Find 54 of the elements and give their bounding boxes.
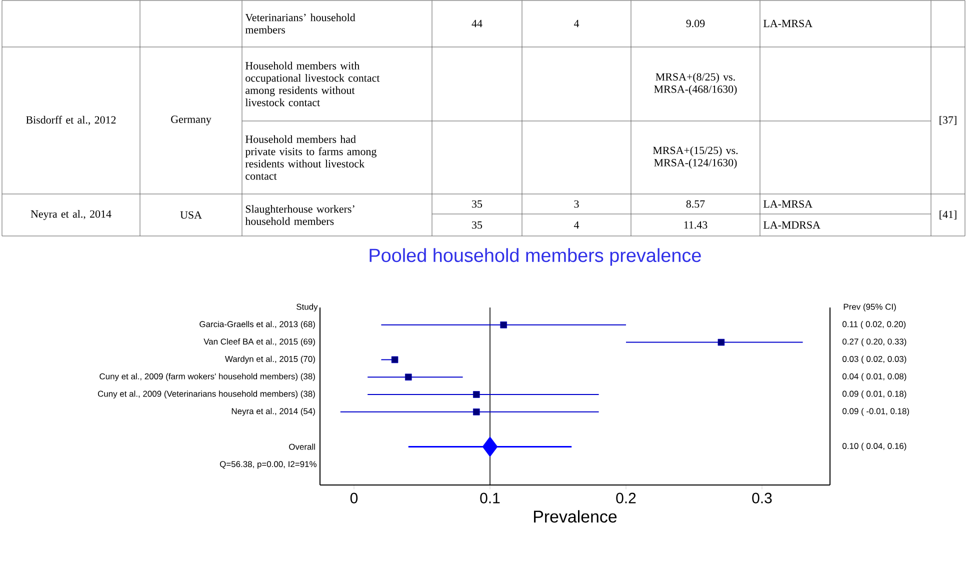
text: USA — [180, 211, 202, 219]
text: 44 — [472, 20, 482, 28]
text: MRSA+(15/25) vs. MRSA-(124/1630) — [652, 146, 738, 169]
text: Study — [296, 304, 318, 312]
y-tick-label: Garcia-Graells et al., 2013 (68) — [200, 320, 315, 329]
text: LA-MRSA — [764, 200, 812, 208]
y-tick-label: Cuny et al., 2009 (Veterinarians household members) (38) — [98, 390, 315, 398]
y-tick-label: Van Cleef BA et al., 2015 (69) — [204, 338, 315, 346]
y-tick-label: Wardyn et al., 2015 (70) — [224, 356, 315, 364]
x-tick-label: 0.1 — [480, 492, 500, 504]
text: 11.43 — [684, 221, 708, 229]
text: Neyra et al., 2014 — [30, 210, 112, 220]
text: Slaughterhouse workers’ household members — [245, 205, 354, 225]
data-label: 0.09 ( 0.01, 0.18) — [842, 390, 906, 398]
y-tick-label: Cuny et al., 2009 (farm wokers' household members) (38) — [100, 373, 315, 382]
data-label: 0.27 ( 0.20, 0.33) — [842, 338, 906, 346]
data-label: 0.09 ( -0.01, 0.18) — [842, 408, 909, 416]
data-label: 0.03 ( 0.02, 0.03) — [842, 356, 906, 364]
data-label: 0.04 ( 0.01, 0.08) — [842, 373, 906, 382]
text: 3 — [574, 200, 579, 208]
text: 4 — [574, 20, 580, 28]
text: [37] — [940, 116, 956, 126]
y-tick-label: Overall — [289, 444, 315, 450]
text: Germany — [171, 116, 212, 126]
point — [482, 436, 498, 457]
text: LA-MDRSA — [764, 221, 820, 229]
text: Bisdorff et al., 2012 — [26, 116, 116, 126]
point — [500, 321, 507, 328]
text: 9.09 — [686, 20, 705, 28]
text: Prev (95% CI) — [844, 304, 896, 312]
point — [473, 408, 480, 416]
point — [718, 338, 725, 346]
point — [473, 391, 480, 398]
text: Household members with occupational livestock contact among residents without livestock contact — [245, 62, 380, 106]
data-label: 0.11 ( 0.02, 0.20) — [842, 320, 906, 329]
x-tick-label: 0 — [350, 492, 358, 504]
text: Veterinarians’ household members — [245, 14, 356, 34]
text: 8.57 — [686, 200, 705, 208]
text: LA-MRSA — [764, 20, 812, 28]
text: 35 — [472, 200, 482, 208]
text: 35 — [472, 221, 482, 229]
text: [41] — [940, 210, 956, 220]
x-tick-label: 0.2 — [616, 492, 636, 504]
text: Q=56.38, p=0.00, I2=91% — [220, 461, 316, 469]
y-tick-label: Neyra et al., 2014 (54) — [232, 408, 315, 416]
text: MRSA+(8/25) vs. MRSA-(468/1630) — [654, 72, 737, 96]
text: Household members had private visits to farms among residents without livestock contact — [245, 135, 376, 180]
chart-title: Pooled household members prevalence — [370, 248, 701, 266]
text: 4 — [574, 221, 580, 229]
text: 0.10 ( 0.04, 0.16) — [842, 442, 906, 451]
x-tick-label: 0.3 — [752, 492, 772, 504]
x-axis-title: Prevalence — [534, 510, 617, 523]
point — [391, 356, 398, 364]
point — [405, 374, 412, 380]
